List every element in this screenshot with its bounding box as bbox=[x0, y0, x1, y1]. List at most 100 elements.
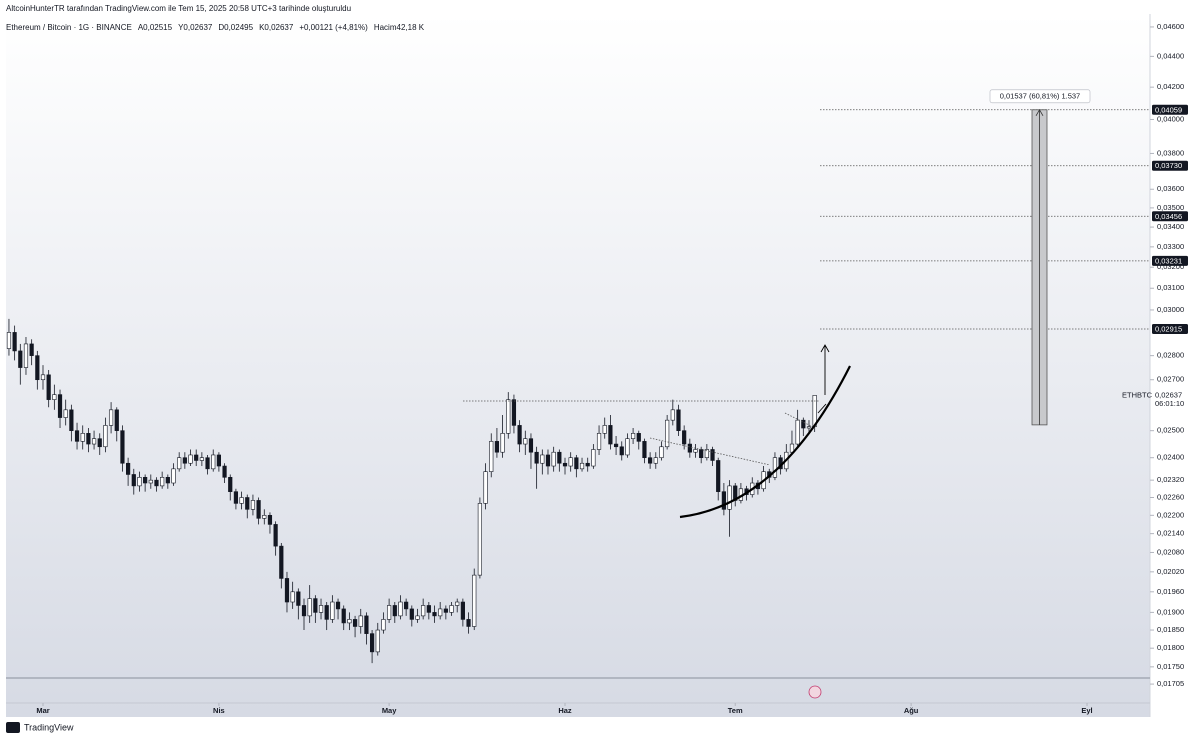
measure-arrow bbox=[1035, 108, 1044, 425]
measure-label: 0,01537 (60,81%) 1.537 bbox=[1000, 91, 1080, 100]
candle-body bbox=[222, 465, 227, 478]
candle-body bbox=[545, 454, 551, 467]
candle-body bbox=[23, 343, 29, 368]
candle-body bbox=[324, 605, 329, 620]
candle-body bbox=[716, 460, 721, 492]
y-tick-label: 0,01900 bbox=[1157, 607, 1184, 616]
candle-body bbox=[619, 446, 624, 456]
brand-name: TradingView bbox=[24, 722, 74, 732]
candle-body bbox=[682, 430, 687, 445]
candle-body bbox=[262, 515, 267, 519]
level-tag bbox=[1152, 211, 1188, 222]
candle-body bbox=[506, 399, 511, 434]
candle-body bbox=[404, 601, 409, 610]
y-tick-label: 0,03300 bbox=[1157, 242, 1184, 251]
candle-body bbox=[171, 468, 176, 484]
candle-body bbox=[648, 457, 653, 464]
ohlc-value: D0,02495 bbox=[218, 23, 254, 32]
trend-line bbox=[649, 437, 771, 466]
candle-body bbox=[126, 462, 131, 475]
candle-body bbox=[477, 503, 482, 576]
candles bbox=[6, 318, 817, 664]
candle-body bbox=[421, 605, 426, 617]
candle-body bbox=[86, 433, 91, 445]
candle-body bbox=[143, 477, 148, 484]
pattern-stroke bbox=[817, 403, 827, 414]
candle-body bbox=[154, 479, 159, 487]
candle-body bbox=[301, 605, 307, 617]
candle-body bbox=[534, 451, 539, 464]
candle-body bbox=[273, 524, 278, 547]
candle-body bbox=[114, 409, 119, 431]
candle-body bbox=[579, 462, 585, 470]
y-tick-label: 0,01750 bbox=[1157, 662, 1184, 671]
y-tick-label: 0,02320 bbox=[1157, 475, 1184, 484]
candle-body bbox=[364, 615, 369, 634]
x-tick-label: Eyl bbox=[1081, 706, 1092, 715]
candle-body bbox=[182, 457, 187, 464]
level-tag bbox=[1152, 160, 1188, 171]
candle-body bbox=[18, 350, 23, 368]
last-symbol: ETHBTC bbox=[1122, 390, 1153, 399]
candle-body bbox=[540, 454, 545, 464]
x-tick-label: Tem bbox=[728, 706, 743, 715]
candle-body bbox=[523, 438, 528, 445]
candle-body bbox=[460, 601, 465, 620]
candle-body bbox=[801, 419, 806, 429]
candle-body bbox=[710, 449, 715, 461]
target-arrow bbox=[820, 344, 830, 395]
candle-body bbox=[296, 591, 301, 606]
candle-body bbox=[375, 629, 380, 653]
y-tick-label: 0,01850 bbox=[1157, 625, 1184, 634]
y-tick-label: 0,02080 bbox=[1157, 547, 1184, 556]
candle-body bbox=[528, 438, 534, 453]
candle-body bbox=[352, 619, 358, 627]
candle-body bbox=[426, 605, 431, 613]
candle-body bbox=[704, 449, 709, 459]
candle-body bbox=[795, 419, 800, 445]
y-tick-label: 0,01705 bbox=[1157, 679, 1184, 688]
candle-body bbox=[625, 438, 630, 456]
candle-body bbox=[40, 374, 46, 381]
y-tick-label: 0,03600 bbox=[1157, 184, 1184, 193]
candle-body bbox=[57, 394, 63, 418]
candle-body bbox=[562, 462, 568, 467]
candle-body bbox=[602, 425, 607, 434]
candle-body bbox=[500, 433, 505, 453]
candle-body bbox=[120, 430, 125, 464]
y-tick-label: 0,02020 bbox=[1157, 567, 1184, 576]
candle-body bbox=[596, 433, 602, 450]
candle-body bbox=[636, 433, 641, 442]
candle-body bbox=[52, 394, 57, 400]
candle-body bbox=[630, 433, 636, 439]
candle-body bbox=[103, 425, 108, 448]
candle-body bbox=[69, 409, 74, 431]
y-tick-label: 0,03200 bbox=[1157, 262, 1184, 271]
candle-body bbox=[415, 615, 420, 620]
last-price: 0,02637 bbox=[1155, 390, 1182, 399]
candle-body bbox=[80, 433, 85, 442]
candle-body bbox=[489, 441, 494, 472]
candle-body bbox=[341, 608, 346, 624]
level-label: 0,03231 bbox=[1155, 256, 1182, 265]
brand-logo bbox=[6, 722, 20, 733]
candle-body bbox=[472, 574, 477, 627]
level-label: 0,03730 bbox=[1155, 161, 1182, 170]
candle-body bbox=[772, 457, 778, 478]
candle-body bbox=[806, 426, 812, 429]
candle-body bbox=[137, 477, 142, 487]
symbol-name: Ethereum / Bitcoin · 1G · BINANCE bbox=[6, 23, 132, 32]
y-tick-label: 0,01960 bbox=[1157, 587, 1184, 596]
candle-body bbox=[279, 545, 284, 579]
candle-body bbox=[665, 419, 670, 448]
level-label: 0,03456 bbox=[1155, 212, 1182, 221]
candle-body bbox=[670, 409, 675, 421]
candle-body bbox=[46, 374, 51, 400]
candle-body bbox=[63, 409, 68, 418]
candle-body bbox=[591, 449, 596, 467]
candle-body bbox=[284, 578, 290, 603]
y-tick-label: 0,03100 bbox=[1157, 283, 1184, 292]
candle-body bbox=[194, 454, 199, 461]
event-icon[interactable] bbox=[808, 685, 822, 699]
